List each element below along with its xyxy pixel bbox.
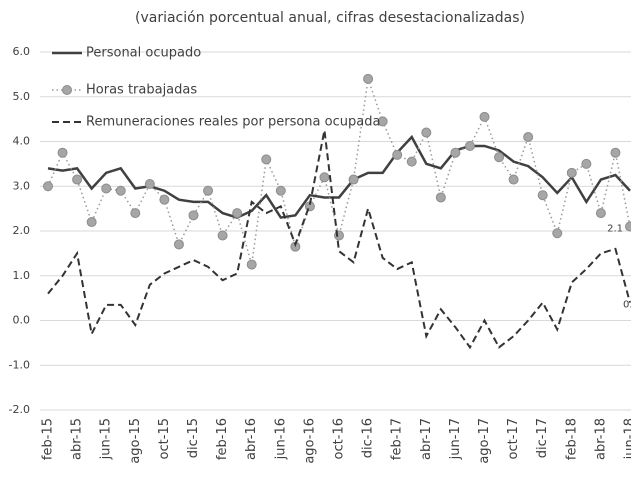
marker [581,158,592,169]
x-tick-label: ago-15 [128,418,143,464]
x-tick-label: abr-17 [419,418,434,460]
marker [377,116,388,127]
y-tick-label: -2.0 [9,403,30,416]
x-tick-label: abr-16 [244,418,259,460]
y-tick-label: -1.0 [9,358,30,371]
marker [217,230,228,241]
legend-label: Horas trabajadas [86,83,197,98]
data-label: 2.1 [607,224,623,235]
marker [72,174,83,185]
y-tick-label: 0.0 [13,314,31,327]
marker [363,73,374,84]
marker [43,181,53,192]
marker [508,174,519,185]
marker [625,221,631,232]
legend-marker [62,85,72,95]
marker [159,194,170,205]
marker [232,208,243,219]
chart-title: (variación porcentual anual, cifras dese… [135,10,525,26]
x-tick-label: dic-15 [186,418,201,458]
x-tick-label: dic-17 [535,418,550,458]
y-tick-label: 2.0 [13,224,31,237]
marker [173,239,184,250]
marker [494,152,505,163]
x-tick-label: ago-17 [477,418,492,464]
marker [406,156,417,167]
marker [435,192,446,203]
x-tick-label: oct-16 [332,418,347,459]
x-tick-label: jun-16 [273,418,288,460]
x-tick-label: feb-17 [390,418,405,460]
legend-label: Personal ocupado [86,46,201,61]
x-tick-label: oct-17 [506,418,521,459]
marker [319,172,330,183]
marker [566,167,577,178]
series-line [47,130,631,350]
marker [595,208,606,219]
y-tick-label: 6.0 [13,45,31,58]
x-tick-label: jun-15 [99,418,114,460]
y-tick-label: 4.0 [13,135,31,148]
marker [101,183,112,194]
marker [203,185,214,196]
marker [261,154,272,165]
x-tick-label: ago-16 [302,418,317,464]
marker [552,228,563,239]
x-tick-label: feb-18 [564,418,579,460]
marker [610,147,621,158]
series-line [47,134,631,219]
legend-label: Remuneraciones reales por persona ocupad… [86,115,380,130]
x-tick-label: abr-15 [70,418,85,460]
marker [115,185,126,196]
marker [144,179,155,190]
marker [246,259,257,270]
x-tick-label: jun-17 [448,418,463,460]
marker [450,147,461,158]
marker [523,132,534,143]
y-tick-label: 1.0 [13,269,31,282]
marker [275,185,286,196]
x-tick-label: feb-16 [215,418,230,460]
y-tick-label: 3.0 [13,179,31,192]
marker [392,149,403,160]
data-label: 0.4 [623,300,631,311]
marker [464,140,475,151]
series-line [47,78,631,265]
x-tick-label: jun-18 [623,418,631,460]
marker [188,210,199,221]
y-tick-label: 5.0 [13,90,31,103]
x-tick-label: dic-16 [361,418,376,458]
marker [57,147,68,158]
marker [86,217,97,228]
marker [537,190,548,201]
x-tick-label: oct-15 [157,418,172,459]
marker [130,208,141,219]
marker [421,127,432,138]
marker [479,111,490,122]
marker [348,174,359,185]
x-tick-label: abr-18 [593,418,608,460]
x-tick-label: feb-15 [41,418,56,460]
